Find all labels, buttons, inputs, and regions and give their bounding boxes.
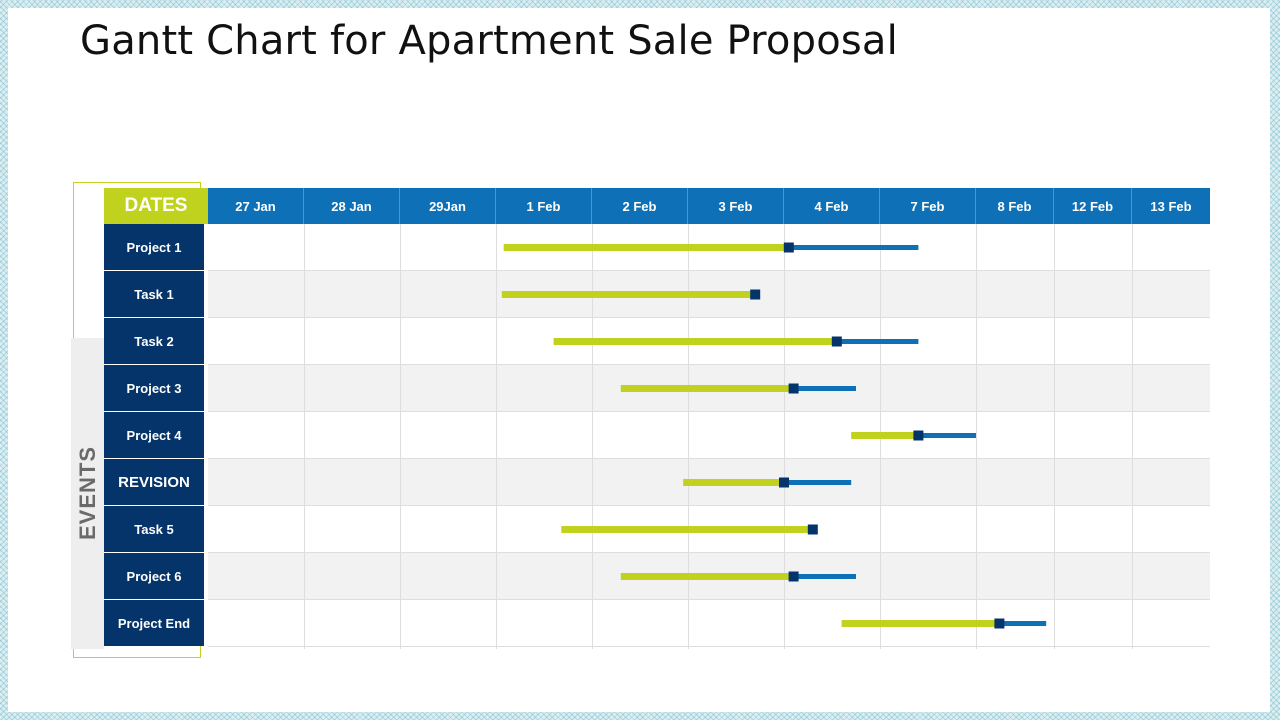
column-header: 1 Feb	[496, 188, 592, 224]
table-row	[208, 271, 1210, 318]
milestone-marker	[913, 430, 924, 441]
grid-line	[1132, 224, 1133, 649]
table-row	[208, 318, 1210, 365]
grid-line	[496, 224, 497, 649]
progress-bar	[841, 620, 1000, 627]
grid-line	[304, 224, 305, 649]
grid-line	[976, 224, 977, 649]
column-header: 12 Feb	[1054, 188, 1132, 224]
remaining-bar	[918, 433, 976, 438]
column-header: 3 Feb	[688, 188, 784, 224]
row-label: Task 2	[104, 318, 204, 364]
row-label: Task 1	[104, 271, 204, 317]
column-header: 28 Jan	[304, 188, 400, 224]
row-label: Project 4	[104, 412, 204, 458]
row-separator	[104, 458, 208, 459]
row-separator	[104, 552, 208, 553]
remaining-bar	[836, 339, 919, 344]
column-header: 7 Feb	[880, 188, 976, 224]
row-label: Task 5	[104, 506, 204, 552]
progress-bar	[553, 338, 837, 345]
milestone-marker	[807, 524, 818, 535]
table-row	[208, 224, 1210, 271]
progress-bar	[851, 432, 919, 439]
progress-bar	[620, 573, 794, 580]
grid-line	[400, 224, 401, 649]
row-separator	[104, 270, 208, 271]
progress-bar	[501, 291, 756, 298]
table-row	[208, 600, 1210, 647]
column-header: 27 Jan	[208, 188, 304, 224]
column-header: 2 Feb	[592, 188, 688, 224]
grid-line	[1054, 224, 1055, 649]
row-label: Project 3	[104, 365, 204, 411]
grid-line	[688, 224, 689, 649]
column-header: 29Jan	[400, 188, 496, 224]
remaining-bar	[793, 574, 856, 579]
remaining-bar	[788, 245, 919, 250]
row-label: REVISION	[104, 459, 204, 505]
column-header: 4 Feb	[784, 188, 880, 224]
milestone-marker	[779, 477, 789, 488]
remaining-bar	[784, 480, 852, 485]
label-gap	[204, 224, 208, 649]
milestone-marker	[783, 242, 794, 253]
milestone-marker	[994, 618, 1005, 629]
milestone-marker	[788, 383, 799, 394]
row-separator	[104, 505, 208, 506]
progress-bar	[620, 385, 794, 392]
milestone-marker	[831, 336, 842, 347]
row-label: Project End	[104, 600, 204, 646]
page-title: Gantt Chart for Apartment Sale Proposal	[80, 18, 898, 64]
row-separator	[104, 364, 208, 365]
milestone-marker	[788, 571, 799, 582]
grid-line	[784, 224, 785, 649]
progress-bar	[503, 244, 789, 251]
grid-line	[592, 224, 593, 649]
row-separator	[104, 317, 208, 318]
table-row	[208, 412, 1210, 459]
row-separator	[104, 599, 208, 600]
remaining-bar	[999, 621, 1047, 626]
row-label: Project 1	[104, 224, 204, 270]
column-header: 8 Feb	[976, 188, 1054, 224]
date-header-row: 27 Jan 28 Jan 29Jan 1 Feb 2 Feb 3 Feb 4 Feb 7 F…	[208, 188, 1210, 224]
milestone-marker	[750, 289, 761, 300]
table-row	[208, 506, 1210, 553]
progress-bar	[683, 479, 784, 486]
events-band	[71, 338, 104, 649]
progress-bar	[561, 526, 813, 533]
row-label: Project 6	[104, 553, 204, 599]
dates-header-cell: DATES	[104, 188, 208, 224]
row-separator	[104, 411, 208, 412]
table-row	[208, 459, 1210, 506]
column-header: 13 Feb	[1150, 198, 1192, 214]
remaining-bar	[793, 386, 856, 391]
